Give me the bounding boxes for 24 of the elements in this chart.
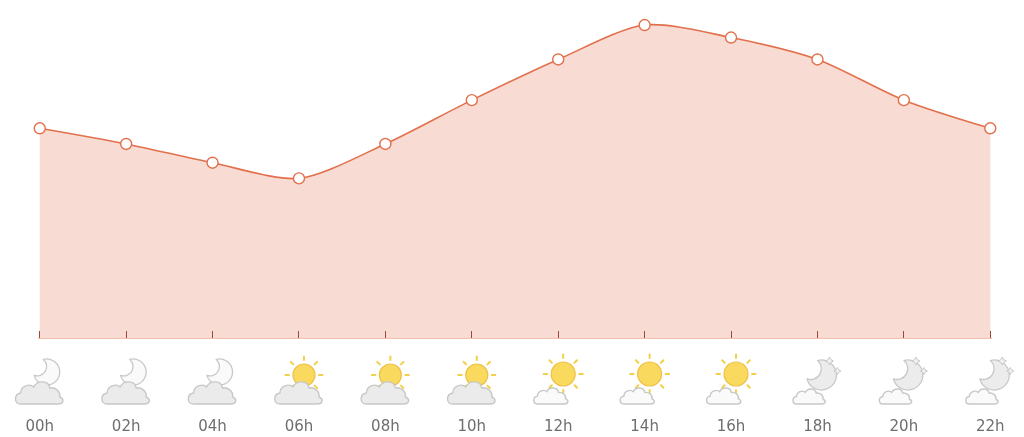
x-tick-label: 08h <box>371 417 400 435</box>
point <box>811 53 824 66</box>
point <box>638 18 651 32</box>
x-tick-label: 00h <box>25 417 55 435</box>
x-tick-label: 20h <box>889 417 919 435</box>
point <box>724 31 738 44</box>
point <box>33 122 46 135</box>
x-tick-label: 06h <box>284 417 314 435</box>
x-tick-label: 22h <box>975 417 1005 435</box>
point <box>379 137 392 151</box>
x-tick-label: 12h <box>543 417 573 435</box>
x-tick-label: 18h <box>803 417 832 435</box>
x-tick-label: 02h <box>111 417 141 435</box>
point <box>552 53 565 66</box>
point <box>119 137 133 151</box>
x-tick-label: 14h <box>630 417 659 435</box>
point <box>292 172 306 185</box>
x-tick-label: 10h <box>457 417 487 435</box>
point <box>984 122 997 135</box>
point <box>897 93 911 107</box>
x-tick-label: 16h <box>716 417 746 435</box>
x-tick-label: 04h <box>198 417 227 435</box>
point <box>465 93 478 107</box>
point <box>206 156 219 169</box>
